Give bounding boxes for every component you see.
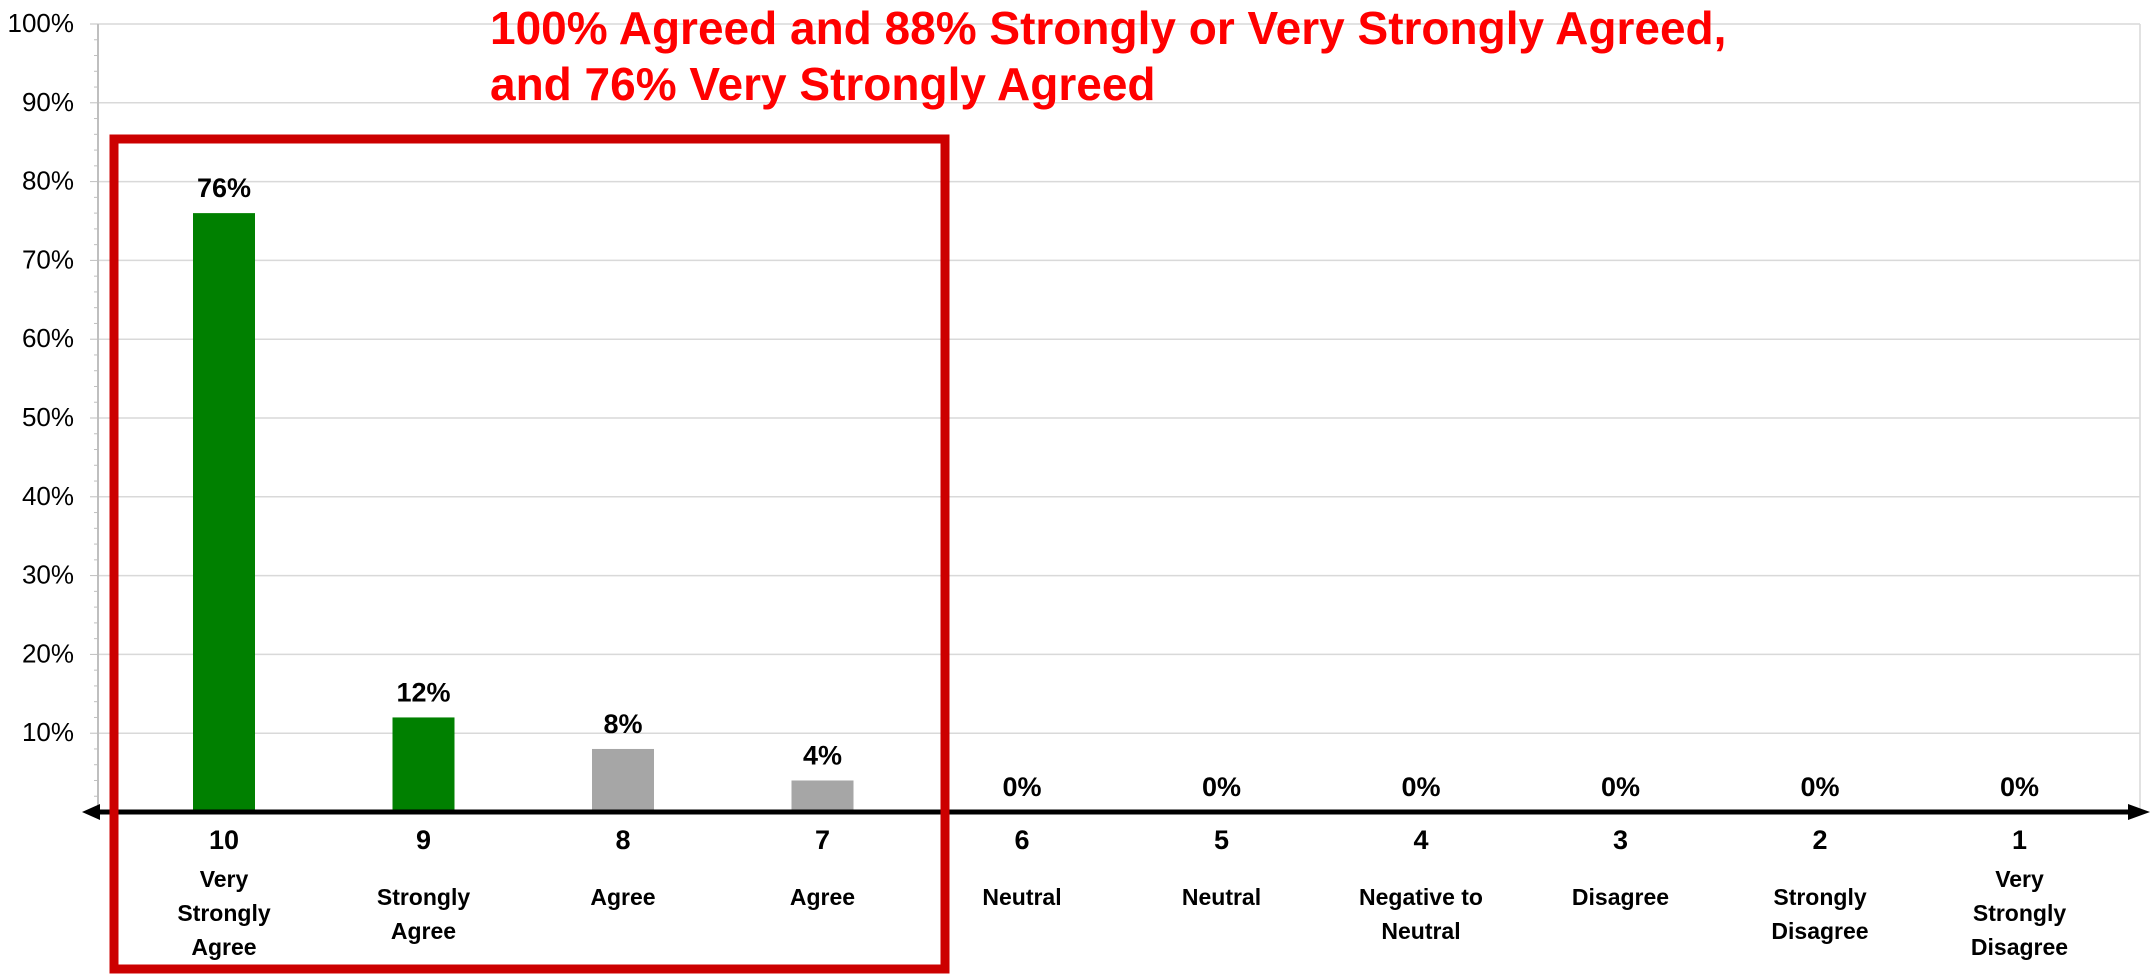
- category-label: Strongly: [1973, 900, 2066, 926]
- category-label: Neutral: [982, 884, 1061, 910]
- y-tick-label: 50%: [22, 402, 74, 432]
- category-label: Agree: [391, 918, 456, 944]
- y-tick-label: 70%: [22, 244, 74, 274]
- bar: [791, 780, 854, 812]
- x-tick-label: 7: [815, 825, 830, 855]
- category-label: Disagree: [1771, 918, 1868, 944]
- x-tick-label: 2: [1812, 825, 1827, 855]
- chart-title-line-2: and 76% Very Strongly Agreed: [490, 58, 1156, 110]
- bar: [193, 213, 255, 812]
- data-label: 0%: [2000, 772, 2039, 802]
- category-label: Disagree: [1572, 884, 1669, 910]
- y-tick-label: 90%: [22, 87, 74, 117]
- bar: [392, 717, 455, 812]
- x-axis: [82, 804, 2150, 820]
- chart-title-line-1: 100% Agreed and 88% Strongly or Very Str…: [490, 2, 1727, 54]
- category-label: Very: [200, 866, 249, 892]
- y-tick-label: 20%: [22, 638, 74, 668]
- category-label: Neutral: [1381, 918, 1460, 944]
- x-tick-label: 6: [1014, 825, 1029, 855]
- data-label: 0%: [1601, 772, 1640, 802]
- y-axis: 10% 20% 30% 40% 50% 60% 70% 80% 90% 100%: [8, 8, 99, 813]
- data-label: 0%: [1002, 772, 1041, 802]
- data-label: 0%: [1401, 772, 1440, 802]
- chart-title: 100% Agreed and 88% Strongly or Very Str…: [490, 0, 1726, 112]
- category-label: Agree: [191, 934, 256, 960]
- data-label: 4%: [803, 740, 842, 770]
- category-label: Neutral: [1182, 884, 1261, 910]
- x-axis-right-arrow: [2128, 804, 2150, 820]
- data-label: 12%: [396, 677, 450, 707]
- highlight-box: [109, 134, 950, 974]
- category-label: Strongly: [377, 884, 470, 910]
- x-tick-label: 10: [209, 825, 239, 855]
- category-label: Very: [1995, 866, 2044, 892]
- category-label: Negative to: [1359, 884, 1483, 910]
- x-tick-label: 3: [1613, 825, 1628, 855]
- y-tick-label: 60%: [22, 323, 74, 353]
- x-tick-label: 1: [2012, 825, 2027, 855]
- x-tick-label: 5: [1214, 825, 1229, 855]
- data-label: 76%: [197, 173, 251, 203]
- bar: [592, 748, 654, 812]
- bars: 76% 12% 8% 4% 0% 0% 0% 0% 0% 0%: [193, 173, 2039, 812]
- x-tick-label: 9: [416, 825, 431, 855]
- category-label: Disagree: [1971, 934, 2068, 960]
- category-label: Strongly: [1773, 884, 1866, 910]
- data-label: 0%: [1202, 772, 1241, 802]
- x-axis-left-arrow: [82, 804, 100, 820]
- data-label: 0%: [1800, 772, 1839, 802]
- y-tick-label: 80%: [22, 166, 74, 196]
- y-tick-label: 100%: [8, 8, 75, 38]
- y-tick-label: 10%: [22, 717, 74, 747]
- x-tick-label: 4: [1413, 825, 1428, 855]
- category-label: Agree: [790, 884, 855, 910]
- category-label: Agree: [590, 884, 655, 910]
- gridlines: [98, 23, 2141, 812]
- y-tick-label: 40%: [22, 481, 74, 511]
- category-label: Strongly: [177, 900, 270, 926]
- y-tick-label: 30%: [22, 560, 74, 590]
- data-label: 8%: [603, 709, 642, 739]
- x-tick-label: 8: [615, 825, 630, 855]
- category-labels: 10 Very Strongly Agree 9 Strongly Agree 8 Agree 7…: [177, 825, 2068, 960]
